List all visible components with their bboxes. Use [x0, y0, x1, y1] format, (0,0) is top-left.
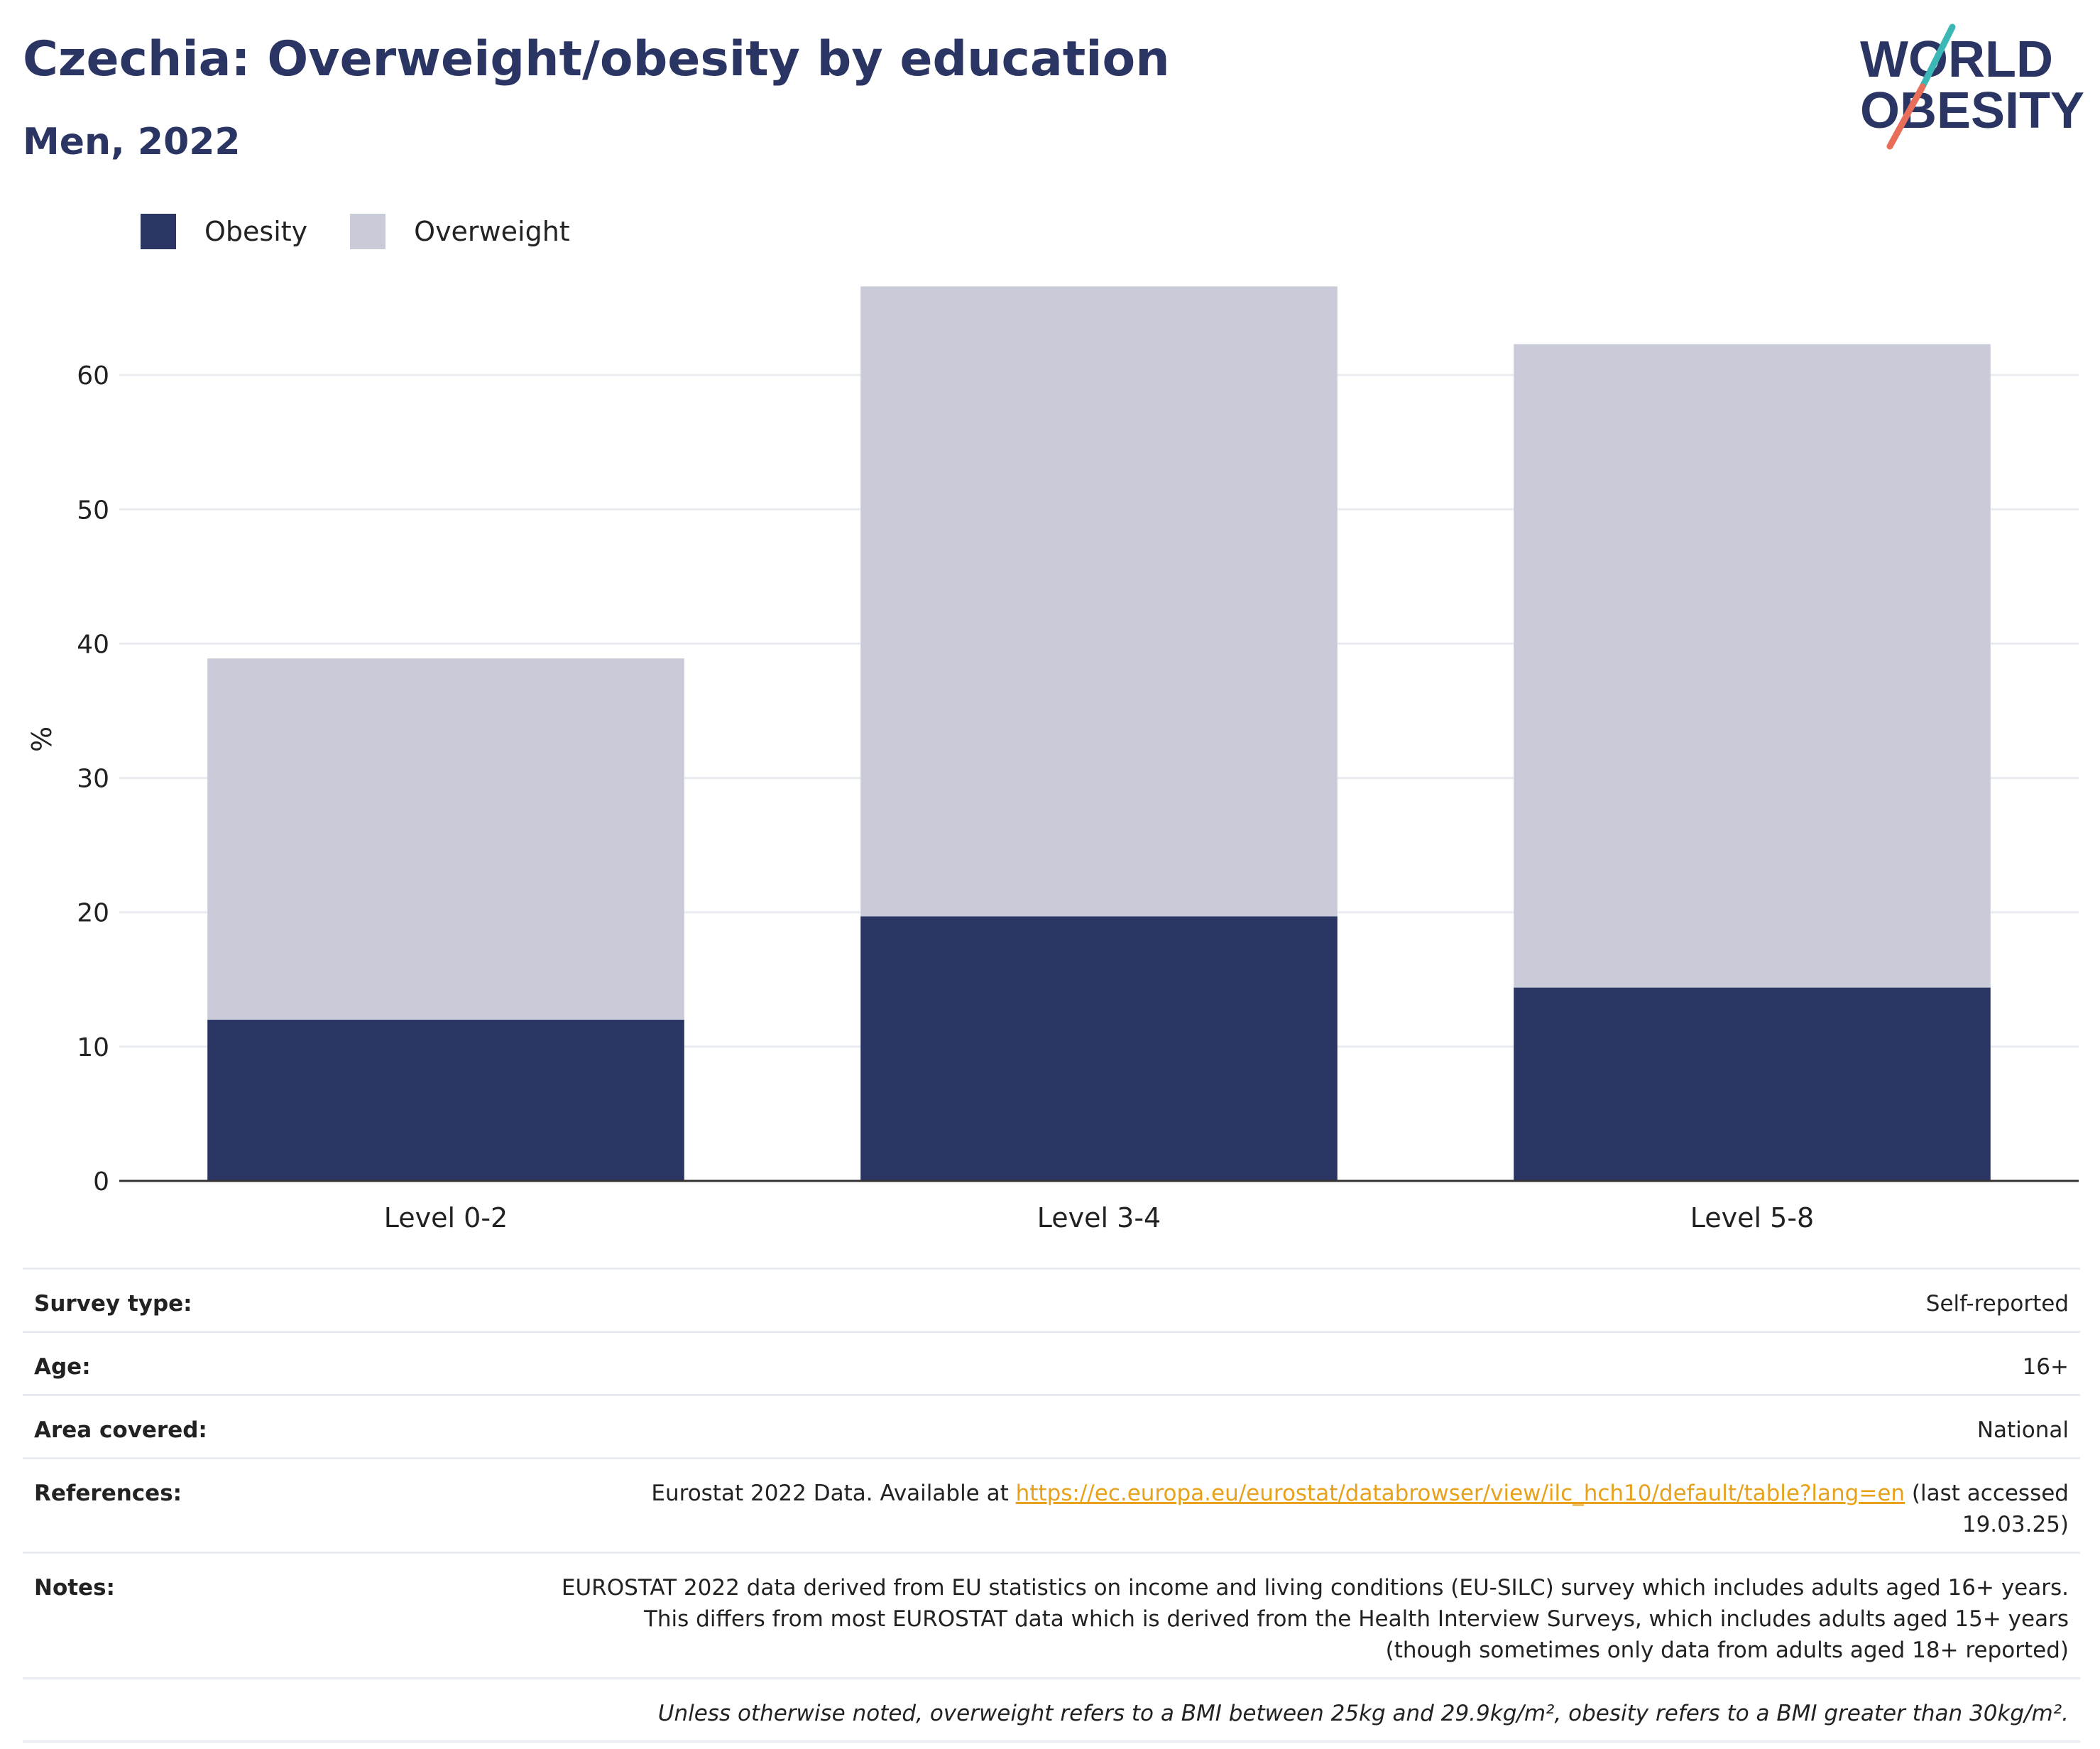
legend-swatch-overweight — [350, 214, 386, 249]
bar-chart: 0 10 20 30 40 50 60% Level 0-2 Level 3-4 Level 5-… — [26, 286, 2079, 1233]
references-suffix: (last accessed 19.03.25) — [1905, 1481, 2069, 1537]
info-value-survey-type: Self-reported — [542, 1268, 2080, 1332]
y-axis-label: % — [26, 726, 58, 752]
bar-overweight — [860, 286, 1338, 917]
y-tick-label: 0 — [93, 1167, 109, 1197]
x-tick-label: Level 3-4 — [1037, 1202, 1161, 1233]
bar-overweight — [1514, 344, 1991, 988]
y-tick-label: 50 — [77, 496, 109, 525]
chart-legend: Obesity Overweight — [141, 210, 613, 253]
y-tick-label: 30 — [77, 765, 109, 794]
info-label-age: Age: — [23, 1331, 542, 1395]
bar-obesity — [207, 1020, 684, 1181]
logo-slash-bottom — [1886, 83, 1926, 150]
info-label-survey-type: Survey type: — [23, 1268, 542, 1332]
info-row-notes: Notes: EUROSTAT 2022 data derived from E… — [23, 1552, 2080, 1679]
legend-label-overweight: Overweight — [414, 216, 570, 247]
y-tick-label: 40 — [77, 630, 109, 659]
info-row-survey-type: Survey type: Self-reported — [23, 1268, 2080, 1332]
info-label-references: References: — [23, 1457, 542, 1553]
info-value-notes: EUROSTAT 2022 data derived from EU stati… — [542, 1552, 2080, 1679]
info-value-age: 16+ — [542, 1331, 2080, 1395]
info-row-area: Area covered: National — [23, 1394, 2080, 1459]
info-footnote: Unless otherwise noted, overweight refer… — [23, 1677, 2080, 1743]
info-value-references: Eurostat 2022 Data. Available at https:/… — [542, 1457, 2080, 1553]
y-tick-label: 10 — [77, 1033, 109, 1062]
info-label-area: Area covered: — [23, 1394, 542, 1459]
references-link[interactable]: https://ec.europa.eu/eurostat/databrowse… — [1015, 1481, 1905, 1506]
chart-subtitle: Men, 2022 — [23, 121, 241, 163]
info-table: Survey type: Self-reported Age: 16+ Area… — [23, 1268, 2080, 1743]
logo-slash-top — [1919, 23, 1956, 90]
legend-label-obesity: Obesity — [204, 216, 308, 247]
world-obesity-logo: WORLD OBESITY — [1860, 23, 2084, 150]
info-value-area: National — [542, 1394, 2080, 1459]
bar-obesity — [860, 916, 1338, 1181]
references-prefix: Eurostat 2022 Data. Available at — [651, 1481, 1016, 1506]
legend-swatch-obesity — [141, 214, 176, 249]
x-tick-label: Level 5-8 — [1690, 1202, 1814, 1233]
bar-obesity — [1514, 987, 1991, 1181]
x-tick-label: Level 0-2 — [384, 1202, 508, 1233]
info-row-footnote: Unless otherwise noted, overweight refer… — [23, 1677, 2080, 1743]
chart-title: Czechia: Overweight/obesity by education — [23, 31, 1170, 87]
logo-text-world: WORLD — [1860, 31, 2053, 88]
info-label-notes: Notes: — [23, 1552, 542, 1679]
legend-item-obesity: Obesity — [141, 214, 307, 249]
y-tick-label: 60 — [77, 361, 109, 391]
bar-overweight — [207, 658, 684, 1020]
info-row-age: Age: 16+ — [23, 1331, 2080, 1395]
info-row-references: References: Eurostat 2022 Data. Availabl… — [23, 1457, 2080, 1553]
y-tick-label: 20 — [77, 899, 109, 928]
legend-item-overweight: Overweight — [350, 214, 570, 249]
